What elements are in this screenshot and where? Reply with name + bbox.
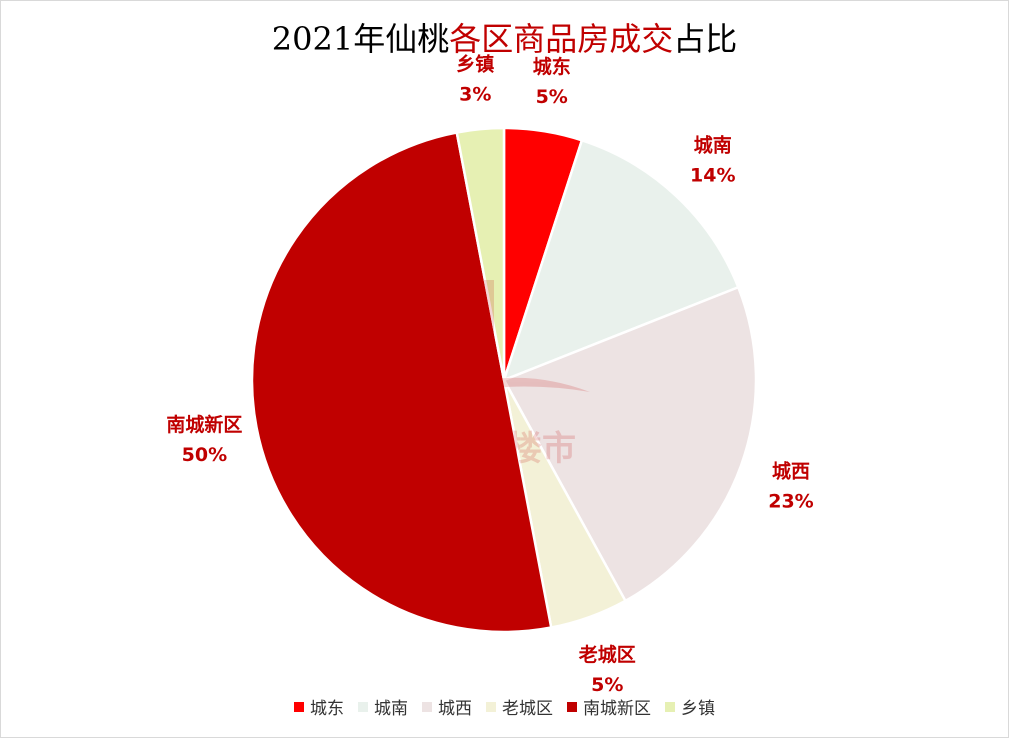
data-label-value: 5% xyxy=(591,674,623,696)
watermark-logo: 仙桃楼市 xyxy=(425,265,590,469)
data-label-value: 3% xyxy=(459,83,491,105)
legend-item: 城东 xyxy=(294,694,344,719)
data-label-category: 南城新区 xyxy=(166,413,242,436)
legend-item: 城西 xyxy=(422,694,472,719)
legend-label: 老城区 xyxy=(502,699,553,719)
data-label-value: 23% xyxy=(768,490,813,512)
title-part: 占比 xyxy=(673,20,738,58)
data-label-category: 老城区 xyxy=(579,643,636,666)
pie-slice xyxy=(501,138,740,383)
title-part: 各区商品房成交 xyxy=(449,20,674,58)
data-label: 老城区 5% xyxy=(579,643,636,696)
data-label-value: 14% xyxy=(690,165,735,187)
legend-item: 南城新区 xyxy=(567,694,651,719)
data-label-category: 乡镇 xyxy=(456,52,494,75)
legend-label: 乡镇 xyxy=(681,699,715,719)
pie-slice xyxy=(251,130,553,634)
data-label-category: 城南 xyxy=(694,134,732,157)
legend-swatch xyxy=(486,701,496,712)
data-label-value: 50% xyxy=(182,444,227,466)
legend-item: 城南 xyxy=(358,694,408,719)
legend-label: 城西 xyxy=(438,699,472,719)
data-label-category: 城西 xyxy=(772,459,810,482)
data-label: 城南 14% xyxy=(690,134,735,187)
legend-label: 城东 xyxy=(310,699,344,719)
data-label: 城东 5% xyxy=(533,55,571,108)
legend-label: 城南 xyxy=(374,699,408,719)
legend: 城东 城南 城西 老城区 南城新区 乡镇 xyxy=(0,694,1009,719)
title-part: 2021年仙桃 xyxy=(271,20,450,58)
legend-swatch xyxy=(358,701,368,712)
legend-swatch xyxy=(567,701,577,712)
data-label-value: 5% xyxy=(536,86,568,108)
legend-item: 乡镇 xyxy=(665,694,715,719)
data-label: 城西 23% xyxy=(768,459,813,512)
data-label-category: 城东 xyxy=(533,55,571,78)
data-label: 乡镇 3% xyxy=(456,52,494,105)
pie-slice xyxy=(455,126,506,381)
legend-swatch xyxy=(294,701,304,712)
legend-swatch xyxy=(665,701,675,712)
chart-title: 2021年仙桃各区商品房成交占比 xyxy=(0,14,1009,60)
legend-label: 南城新区 xyxy=(583,699,651,719)
legend-item: 老城区 xyxy=(486,694,553,719)
legend-swatch xyxy=(422,701,432,712)
data-label: 南城新区 50% xyxy=(166,413,242,466)
watermark-text: 仙桃楼市 xyxy=(440,429,576,469)
pie-slice xyxy=(502,285,758,603)
